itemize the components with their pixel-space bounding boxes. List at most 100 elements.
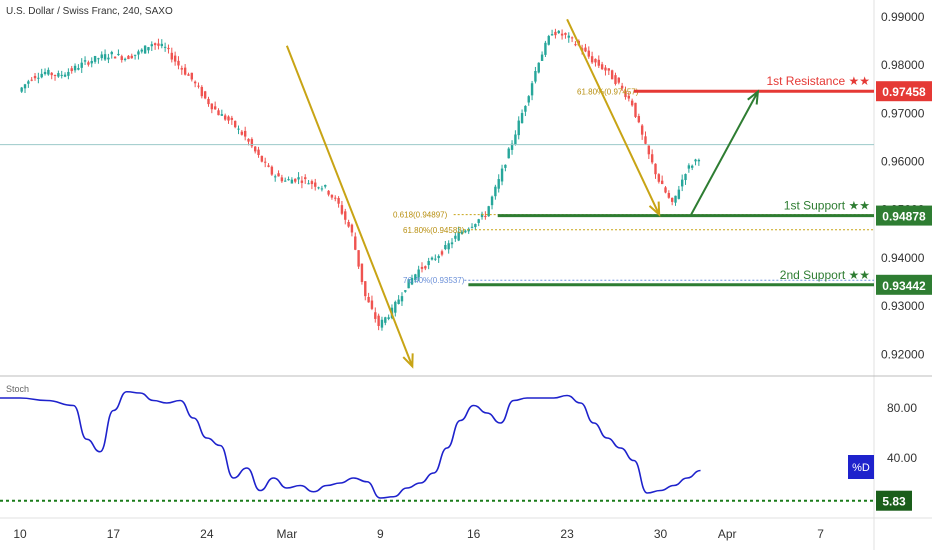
candle-body (80, 62, 83, 68)
candle-body (33, 75, 37, 79)
candle-body (317, 187, 320, 189)
price-tick-label: 0.98000 (881, 58, 925, 72)
candle-body (30, 79, 33, 81)
candle-body (367, 296, 370, 303)
candle-body (43, 71, 47, 75)
candle-body (620, 85, 624, 89)
candle-body (660, 180, 664, 185)
candle-body (170, 52, 173, 60)
trend-arrow-line (285, 45, 414, 367)
candle-body (534, 70, 537, 82)
candle-body (213, 106, 217, 110)
candle-body (374, 312, 377, 319)
candle-body (427, 260, 430, 266)
candle-body (474, 224, 477, 228)
candle-body (684, 174, 687, 181)
candle-body (113, 56, 117, 59)
candle-body (250, 139, 254, 147)
candle-body (137, 51, 140, 55)
candle-body (400, 296, 404, 302)
time-tick-label: 16 (467, 527, 481, 541)
candle-body (340, 205, 344, 214)
candle-body (297, 177, 300, 180)
candle-body (53, 74, 57, 76)
candle-body (550, 34, 554, 36)
candle-body (460, 231, 464, 235)
candle-body (67, 71, 70, 76)
trend-arrow-line (690, 91, 759, 215)
level-name-label: 1st Support ★★ (784, 199, 870, 213)
time-tick-label: 17 (107, 527, 121, 541)
candle-body (73, 65, 77, 71)
candle-body (387, 317, 390, 319)
candle-body (697, 159, 701, 162)
candle-body (567, 35, 570, 38)
candle-body (143, 45, 147, 54)
candle-body (324, 185, 327, 187)
candle-body (140, 49, 143, 52)
candle-body (267, 165, 270, 167)
candle-body (127, 55, 130, 60)
candle-body (157, 43, 160, 46)
candle-body (487, 206, 490, 217)
candle-body (197, 85, 200, 87)
fib-label: 61.80%(0.94583) (403, 226, 465, 235)
candle-body (470, 226, 474, 228)
time-tick-label: Apr (718, 527, 737, 541)
candle-body (544, 42, 547, 55)
candle-body (230, 117, 234, 120)
candle-body (517, 120, 520, 136)
price-tick-label: 0.99000 (881, 10, 925, 24)
level-price-label: 0.93442 (882, 279, 926, 293)
level-price-badge (876, 81, 932, 102)
time-tick-label: 23 (560, 527, 574, 541)
candle-body (514, 134, 517, 145)
level-name-label: 1st Resistance ★★ (766, 74, 870, 88)
candle-body (93, 55, 97, 62)
candle-body (457, 231, 460, 241)
candle-body (187, 74, 190, 76)
candle-body (670, 197, 674, 202)
candle-body (647, 145, 651, 155)
candle-body (397, 299, 400, 304)
candle-body (674, 195, 677, 203)
candle-body (70, 68, 73, 72)
candle-body (677, 189, 681, 199)
level-price-label: 0.97458 (882, 85, 926, 99)
candle-body (497, 179, 500, 189)
candle-body (220, 114, 224, 116)
stoch-d-badge[interactable] (848, 455, 874, 479)
candle-body (420, 266, 424, 269)
candle-body (384, 317, 387, 323)
candle-body (167, 47, 170, 50)
candle-body (173, 55, 177, 62)
candle-body (257, 149, 260, 156)
candle-body (690, 165, 694, 168)
candle-body (410, 277, 414, 285)
candle-body (630, 100, 634, 106)
candle-body (430, 257, 434, 260)
candle-body (153, 43, 157, 46)
candle-body (604, 67, 607, 71)
candle-body (97, 58, 100, 60)
candle-body (133, 54, 137, 56)
candle-body (237, 128, 240, 130)
candle-body (484, 216, 487, 218)
candle-body (203, 91, 207, 99)
candle-body (183, 67, 187, 75)
candle-body (607, 68, 610, 71)
candle-body (163, 46, 167, 48)
candle-body (564, 32, 567, 35)
candle-body (687, 165, 691, 169)
candle-body (107, 57, 110, 60)
candle-body (83, 60, 87, 62)
stoch-tick-label: 80.00 (887, 401, 917, 415)
time-tick-label: 30 (654, 527, 668, 541)
candle-body (554, 31, 557, 36)
candle-body (354, 236, 357, 250)
trend-arrow-head (747, 89, 760, 105)
fib-label: 61.80%(0.97457) (577, 87, 639, 96)
level-price-badge (876, 205, 932, 226)
candle-body (210, 103, 214, 110)
